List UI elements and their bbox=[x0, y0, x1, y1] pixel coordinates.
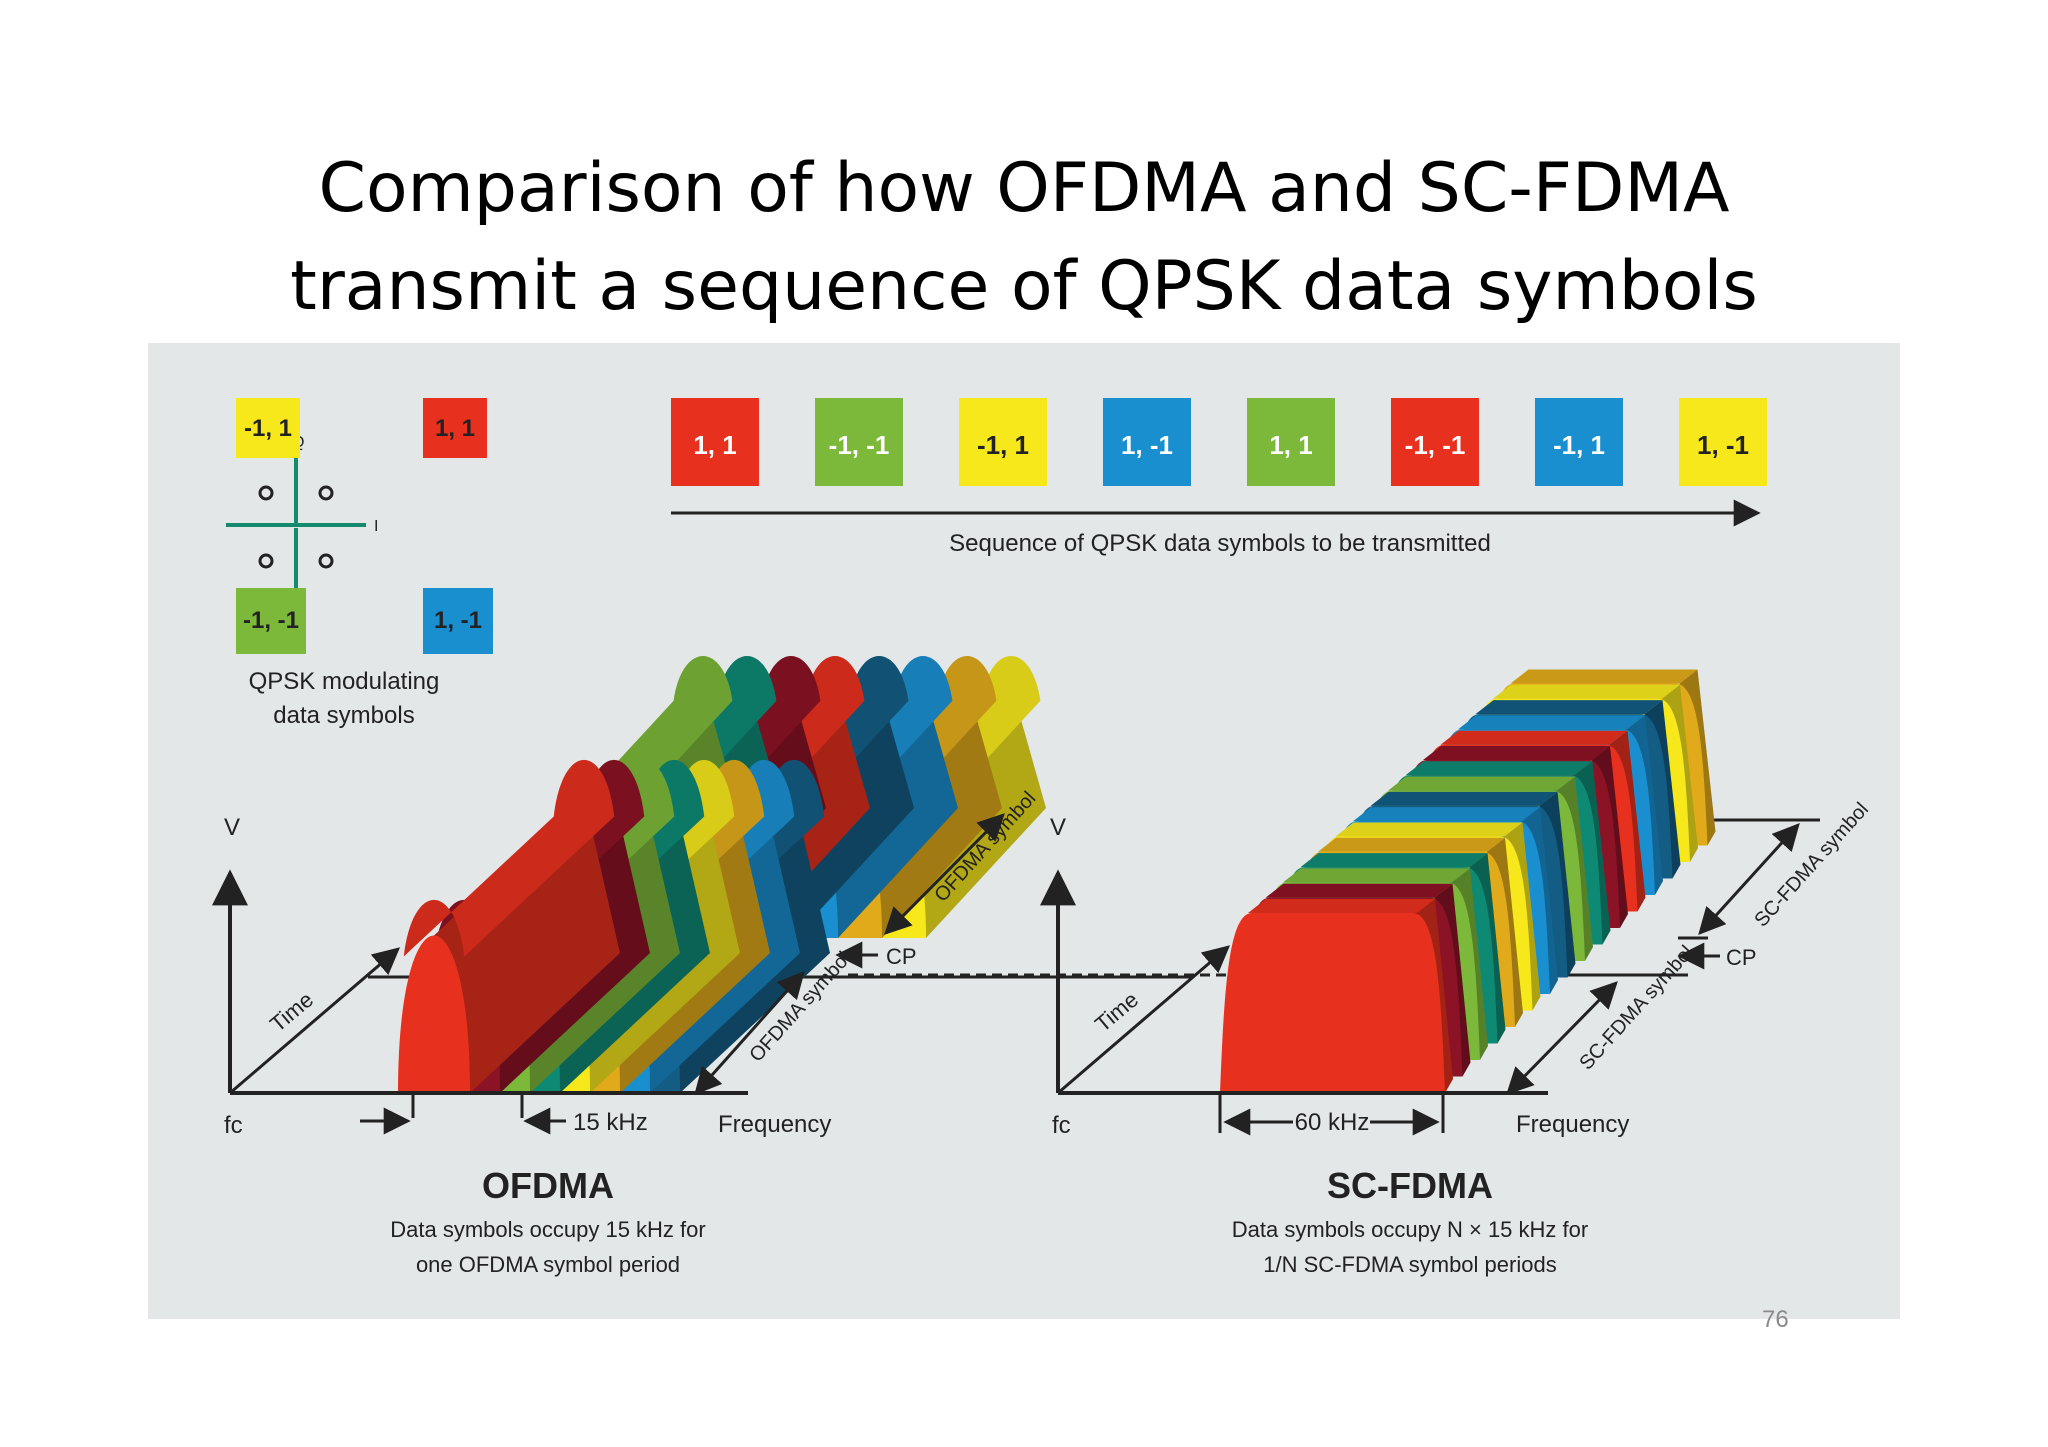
scfdma-time-axis bbox=[1057, 945, 1231, 1095]
sequence-symbol-box bbox=[959, 398, 1047, 486]
constellation-symbol-label: -1, -1 bbox=[243, 607, 299, 634]
scfdma-slab-top bbox=[1248, 899, 1435, 913]
sequence-symbol-label: -1, -1 bbox=[829, 430, 890, 460]
scfdma-bandwidth-label: 60 kHz bbox=[1295, 1109, 1370, 1136]
sequence-symbol-box bbox=[815, 398, 903, 486]
ofdma-fc-label: fc bbox=[224, 1112, 243, 1139]
ofdma-front-subcarrier-top bbox=[403, 759, 615, 957]
scfdma-back-period-arrow bbox=[1698, 823, 1800, 935]
scfdma-slab-top bbox=[1475, 700, 1663, 715]
scfdma-front-symbol-label: SC-FDMA symbol bbox=[1575, 942, 1698, 1075]
scfdma-slab-top bbox=[1423, 746, 1610, 760]
page-number: 76 bbox=[1762, 1306, 1789, 1333]
scfdma-slab-top bbox=[1300, 853, 1488, 868]
i-axis-label: I bbox=[374, 518, 378, 535]
ofdma-spacing-label: 15 kHz bbox=[573, 1109, 648, 1136]
sequence-symbol-box bbox=[1247, 398, 1335, 486]
scfdma-slab-top bbox=[1283, 868, 1470, 883]
qpsk-constellation: Q I -1, 1 1, 1 -1, -1 1, -1 QPSK modulat… bbox=[226, 398, 493, 729]
scfdma-front-period-arrow bbox=[1506, 981, 1618, 1095]
constellation-symbol-box bbox=[423, 588, 493, 654]
sequence-caption: Sequence of QPSK data symbols to be tran… bbox=[949, 530, 1491, 557]
constellation-point bbox=[318, 553, 334, 569]
scfdma-slab-top bbox=[1440, 730, 1628, 745]
constellation-symbol-label: -1, 1 bbox=[244, 415, 292, 442]
sequence-symbol-box bbox=[1535, 398, 1623, 486]
ofdma-scfdma-figure: Q I -1, 1 1, 1 -1, -1 1, -1 QPSK modulat… bbox=[148, 343, 1900, 1319]
constellation-symbol-box bbox=[236, 398, 300, 458]
scfdma-slab-top bbox=[1510, 669, 1698, 684]
scfdma-desc-line-2: 1/N SC-FDMA symbol periods bbox=[1263, 1252, 1556, 1277]
sequence-symbol-label: -1, 1 bbox=[977, 430, 1029, 460]
scfdma-name: SC-FDMA bbox=[1327, 1165, 1493, 1206]
scfdma-panel: V Time fc Frequency 60 kHz SC-FDMA symbo… bbox=[1040, 669, 1873, 1277]
scfdma-time-label: Time bbox=[1090, 987, 1143, 1037]
scfdma-slab-top bbox=[1493, 684, 1680, 699]
slide-title: Comparison of how OFDMA and SC-FDMA tran… bbox=[0, 140, 2048, 336]
scfdma-slab-top bbox=[1318, 837, 1505, 852]
scfdma-slab-top bbox=[1405, 761, 1593, 776]
scfdma-desc-line-1: Data symbols occupy N × 15 kHz for bbox=[1232, 1217, 1588, 1242]
sequence-symbol-label: -1, 1 bbox=[1553, 430, 1605, 460]
sequence-symbol-label: 1, -1 bbox=[1697, 430, 1749, 460]
ofdma-time-axis bbox=[229, 947, 401, 1095]
scfdma-slab-top bbox=[1370, 791, 1558, 806]
sequence-symbol-box bbox=[1103, 398, 1191, 486]
scfdma-symbol-stack bbox=[1220, 669, 1716, 1093]
ofdma-front-subcarrier bbox=[398, 935, 470, 1093]
scfdma-slab bbox=[1220, 913, 1445, 1093]
ofdma-name: OFDMA bbox=[482, 1165, 614, 1206]
constellation-caption-line-2: data symbols bbox=[273, 702, 414, 729]
constellation-caption-line-1: QPSK modulating bbox=[249, 668, 440, 695]
ofdma-desc-line-1: Data symbols occupy 15 kHz for bbox=[390, 1217, 705, 1242]
sequence-symbol-label: 1, 1 bbox=[693, 430, 736, 460]
ofdma-desc-line-2: one OFDMA symbol period bbox=[416, 1252, 680, 1277]
ofdma-panel: V Time fc Frequency 15 kHz OFDMA symbol … bbox=[212, 655, 1193, 1277]
sequence-symbol-box bbox=[1679, 398, 1767, 486]
sequence-symbol-label: 1, -1 bbox=[1121, 430, 1173, 460]
ofdma-time-label: Time bbox=[265, 987, 318, 1037]
scfdma-v-label: V bbox=[1050, 814, 1066, 841]
constellation-point bbox=[258, 553, 274, 569]
scfdma-slab-top bbox=[1458, 715, 1645, 730]
scfdma-slab-top bbox=[1353, 807, 1540, 822]
figure-canvas: Q I -1, 1 1, 1 -1, -1 1, -1 QPSK modulat… bbox=[212, 398, 1873, 1277]
scfdma-back-symbol-label: SC-FDMA symbol bbox=[1750, 799, 1873, 932]
title-line-1: Comparison of how OFDMA and SC-FDMA bbox=[318, 149, 1730, 228]
ofdma-front-subcarrier-side bbox=[434, 795, 620, 1093]
constellation-point bbox=[318, 485, 334, 501]
ofdma-front-symbols bbox=[398, 759, 830, 1093]
sequence-symbol-label: 1, 1 bbox=[1269, 430, 1312, 460]
ofdma-back-period-arrow bbox=[884, 813, 1005, 935]
scfdma-cp-label: CP bbox=[1726, 945, 1757, 970]
ofdma-frequency-label: Frequency bbox=[718, 1111, 831, 1138]
scfdma-slab-top bbox=[1265, 883, 1453, 898]
scfdma-slab-top bbox=[1388, 776, 1575, 791]
constellation-symbol-box bbox=[423, 398, 487, 458]
sequence-symbol-box bbox=[671, 398, 759, 486]
scfdma-frequency-label: Frequency bbox=[1516, 1111, 1629, 1138]
symbol-sequence: 1, 1 -1, -1 -1, 1 1, -1 1, 1 -1, -1 -1, 1 1, -1 bbox=[671, 398, 1767, 486]
constellation-point bbox=[258, 485, 274, 501]
ofdma-v-label: V bbox=[224, 814, 240, 841]
constellation-symbol-box bbox=[236, 588, 306, 654]
ofdma-front-period-arrow bbox=[694, 970, 805, 1096]
sequence-symbol-label: -1, -1 bbox=[1405, 430, 1466, 460]
ofdma-cp-label: CP bbox=[886, 944, 917, 969]
sequence-symbol-box bbox=[1391, 398, 1479, 486]
scfdma-slab-top bbox=[1335, 822, 1523, 837]
title-line-2: transmit a sequence of QPSK data symbols bbox=[290, 247, 1758, 326]
constellation-symbol-label: 1, 1 bbox=[435, 415, 475, 442]
scfdma-fc-label: fc bbox=[1052, 1112, 1071, 1139]
constellation-symbol-label: 1, -1 bbox=[434, 607, 482, 634]
